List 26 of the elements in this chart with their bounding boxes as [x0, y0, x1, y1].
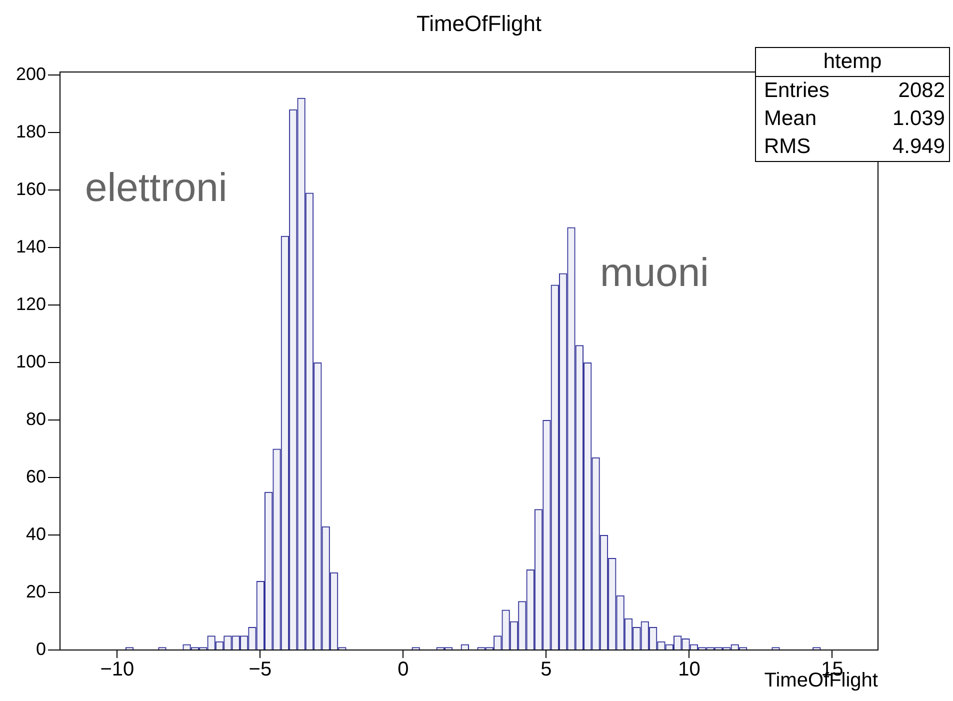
chart-title: TimeOfFlight — [416, 11, 542, 36]
annotation: muoni — [600, 251, 709, 296]
annotation: htemp — [756, 48, 949, 77]
annotation: Entries — [764, 78, 830, 104]
y-tick-label: 160 — [16, 178, 46, 199]
y-tick-label: 0 — [36, 638, 46, 659]
x-tick-label: 10 — [678, 658, 700, 681]
x-tick-label: −10 — [100, 658, 134, 681]
y-tick-label: 20 — [26, 581, 46, 602]
y-tick-label: 140 — [16, 236, 46, 256]
x-tick-label: 5 — [540, 658, 552, 681]
x-tick-label: 0 — [398, 658, 409, 681]
y-tick-label: 120 — [16, 294, 46, 314]
text: 1.039 — [892, 106, 945, 132]
y-tick-label: 200 — [16, 64, 46, 84]
annotation: elettroni — [85, 166, 228, 210]
y-tick-label: 180 — [16, 121, 46, 142]
y-tick-label: 40 — [26, 524, 46, 544]
annotation: Mean — [764, 106, 817, 132]
y-tick-label: 80 — [26, 408, 46, 429]
text: 4.949 — [892, 134, 945, 160]
annotation: RMS — [764, 134, 811, 160]
x-tick-label: −5 — [248, 658, 272, 681]
text: 2082 — [898, 78, 945, 104]
y-tick-label: 60 — [26, 466, 46, 486]
y-tick-label: 100 — [16, 351, 46, 372]
